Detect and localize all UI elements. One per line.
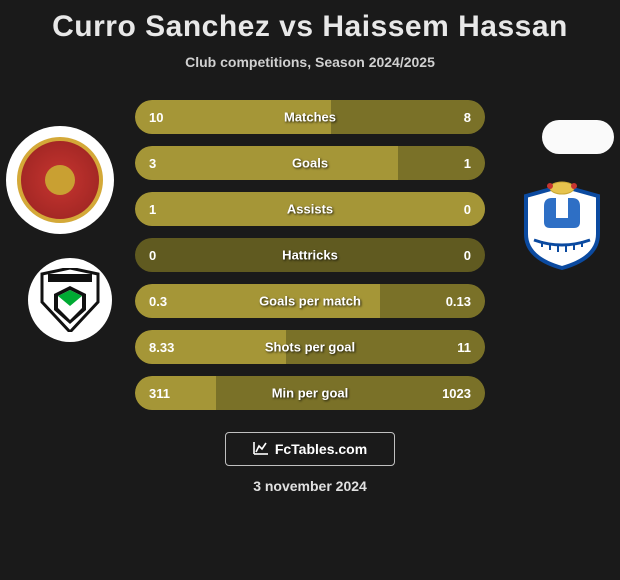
team-crest-bottom-right — [514, 176, 610, 272]
snapshot-date: 3 november 2024 — [0, 478, 620, 494]
branding-text: FcTables.com — [275, 441, 367, 457]
stat-row: 1 Assists 0 — [135, 192, 485, 226]
burgos-crest-icon — [40, 268, 100, 332]
stat-row: 0 Hattricks 0 — [135, 238, 485, 272]
stat-row: 0.3 Goals per match 0.13 — [135, 284, 485, 318]
team-crest-top-left — [6, 126, 114, 234]
stat-value-left: 8.33 — [135, 330, 188, 364]
stat-label: Goals — [292, 156, 328, 171]
stat-label: Shots per goal — [265, 340, 355, 355]
stat-value-right: 0 — [450, 192, 485, 226]
stat-value-right: 1 — [450, 146, 485, 180]
stat-row: 311 Min per goal 1023 — [135, 376, 485, 410]
stat-label: Matches — [284, 110, 336, 125]
oviedo-crest-icon — [520, 178, 604, 270]
stat-value-left: 1 — [135, 192, 170, 226]
stat-label: Goals per match — [259, 294, 361, 309]
stat-value-right: 1023 — [428, 376, 485, 410]
stat-value-left: 0.3 — [135, 284, 181, 318]
chart-icon — [253, 441, 269, 458]
stat-value-right: 8 — [450, 100, 485, 134]
stat-label: Hattricks — [282, 248, 338, 263]
shield-icon — [17, 137, 103, 223]
season-subtitle: Club competitions, Season 2024/2025 — [0, 54, 620, 70]
stat-row: 3 Goals 1 — [135, 146, 485, 180]
stat-value-right: 0 — [450, 238, 485, 272]
stat-value-left: 311 — [135, 376, 184, 410]
team-crest-bottom-left — [28, 258, 112, 342]
branding-box[interactable]: FcTables.com — [225, 432, 395, 466]
stat-value-left: 3 — [135, 146, 170, 180]
comparison-title: Curro Sanchez vs Haissem Hassan — [0, 0, 620, 44]
stat-value-left: 10 — [135, 100, 177, 134]
stat-value-right: 11 — [443, 330, 485, 364]
team-crest-top-right — [542, 120, 614, 154]
stat-fill-left — [135, 146, 398, 180]
stat-value-right: 0.13 — [432, 284, 485, 318]
stat-row: 8.33 Shots per goal 11 — [135, 330, 485, 364]
stat-label: Assists — [287, 202, 333, 217]
stat-row: 10 Matches 8 — [135, 100, 485, 134]
stat-value-left: 0 — [135, 238, 170, 272]
stats-container: 10Matches83Goals11Assists00Hattricks00.3… — [135, 100, 485, 410]
stat-label: Min per goal — [272, 386, 349, 401]
